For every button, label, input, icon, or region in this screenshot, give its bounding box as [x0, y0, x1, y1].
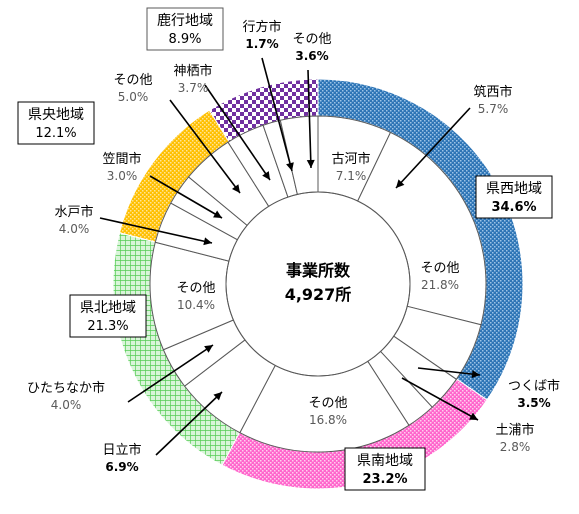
leader-line	[155, 391, 223, 456]
region-value: 34.6%	[491, 200, 536, 215]
leader-line	[261, 57, 293, 172]
leader-arrowhead	[213, 210, 222, 218]
leader-line	[204, 84, 271, 181]
region-label: 県北地域	[80, 300, 136, 316]
leader-line	[417, 367, 481, 376]
leader-arrowhead	[204, 345, 213, 353]
leader-arrowhead	[213, 392, 222, 401]
region-label-box	[69, 294, 147, 338]
region-label-box	[17, 101, 95, 145]
leader-line	[99, 217, 213, 244]
city-label: その他	[308, 396, 347, 411]
leader-line	[169, 99, 241, 194]
city-label: ひたちなか市	[27, 380, 105, 396]
region-label: 県央地域	[28, 107, 84, 123]
city-value: 7.1%	[336, 169, 367, 183]
city-value: 5.7%	[478, 102, 509, 116]
city-label: 土浦市	[495, 422, 534, 438]
city-value: 16.8%	[309, 413, 347, 427]
region-label-box	[475, 175, 553, 219]
city-value: 3.6%	[295, 49, 328, 63]
city-label: その他	[420, 261, 459, 276]
region-label: 鹿行地域	[157, 12, 213, 29]
city-value: 2.8%	[500, 440, 531, 454]
city-value: 1.7%	[245, 37, 278, 51]
city-label: 日立市	[102, 442, 141, 458]
region-value: 8.9%	[168, 32, 201, 47]
city-label: つくば市	[508, 378, 560, 394]
leader-arrowhead	[469, 412, 478, 420]
city-label: 行方市	[242, 19, 281, 35]
region-label-box	[344, 447, 426, 491]
city-label: 笠間市	[102, 151, 141, 167]
leader-arrowhead	[306, 159, 315, 168]
city-label: その他	[113, 73, 152, 88]
city-value: 4.0%	[51, 398, 82, 412]
city-value: 5.0%	[118, 90, 149, 104]
city-value: 3.5%	[517, 396, 550, 410]
region-label: 県南地域	[357, 453, 413, 469]
leader-line	[395, 107, 471, 189]
city-label: その他	[292, 32, 331, 47]
city-ring	[149, 115, 487, 453]
city-value: 10.4%	[177, 298, 215, 312]
center-title: 事業所数	[286, 261, 351, 280]
leader-line	[307, 69, 312, 169]
city-value: 3.0%	[107, 169, 138, 183]
leader-arrowhead	[396, 179, 405, 188]
leader-arrowhead	[203, 237, 212, 246]
leader-arrowhead	[262, 171, 270, 180]
leader-line	[401, 377, 479, 421]
city-value: 21.8%	[421, 278, 459, 292]
region-label-box	[146, 7, 224, 51]
labels: 古河市 7.1% その他 21.8% その他 16.8% その他 10.4% 筑西市 5.7% つく…	[17, 7, 560, 491]
leader-lines	[99, 57, 481, 456]
city-label: 水戸市	[54, 204, 93, 220]
city-value: 4.0%	[59, 222, 90, 236]
leader-line	[127, 344, 214, 403]
center-value: 4,927所	[285, 285, 352, 304]
inner-circle	[225, 191, 411, 377]
region-value: 12.1%	[35, 126, 76, 141]
leader-arrowhead	[286, 162, 294, 171]
city-label: 古河市	[331, 151, 370, 167]
region-label: 県西地域	[486, 181, 542, 197]
leader-arrowhead	[471, 370, 480, 379]
city-value: 6.9%	[105, 460, 138, 474]
leader-arrowhead	[231, 184, 240, 193]
region-value: 23.2%	[362, 472, 407, 487]
center-label: 事業所数 4,927所	[285, 261, 352, 304]
city-value: 3.7%	[178, 81, 209, 95]
city-label: その他	[176, 281, 215, 296]
region-value: 21.3%	[87, 319, 128, 334]
city-label: 筑西市	[473, 84, 512, 100]
city-label: 神栖市	[173, 63, 212, 79]
leader-line	[149, 175, 223, 219]
